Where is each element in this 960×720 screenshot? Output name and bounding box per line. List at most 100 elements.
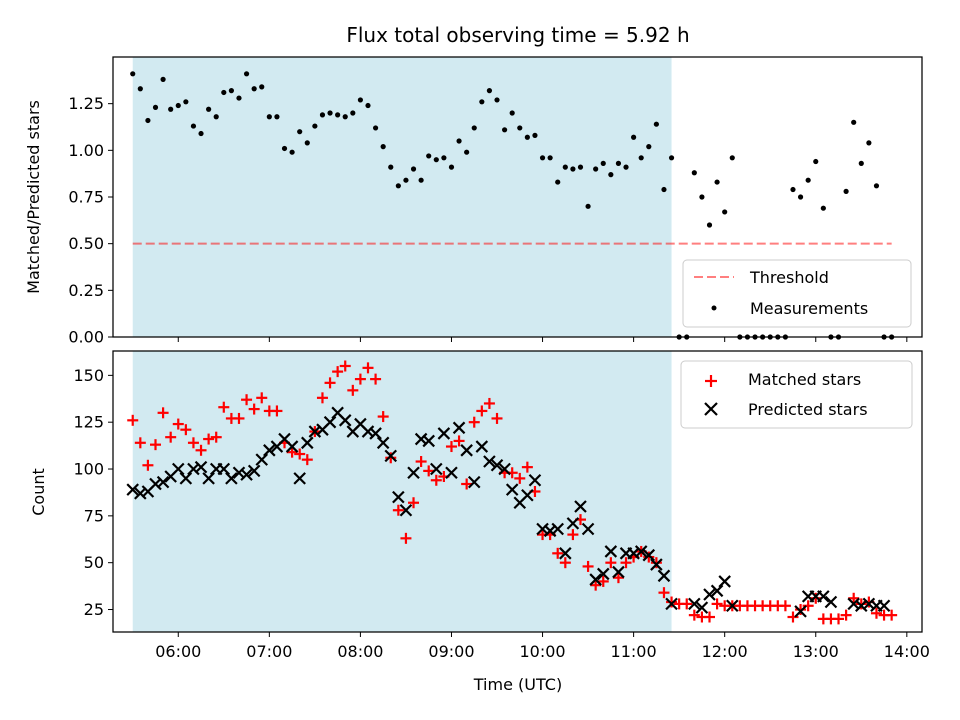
matched-star-marker (301, 454, 313, 466)
measurement-point (615, 160, 622, 166)
marker-stroke (422, 434, 435, 448)
marker-stroke (232, 466, 246, 480)
measurement-point (570, 166, 576, 172)
x-tick-label: 13:00 (793, 642, 839, 661)
predicted-star-marker (574, 500, 587, 513)
measurement-point (866, 140, 872, 146)
matched-star-marker (461, 478, 473, 490)
y-tick-label: 0.00 (68, 328, 104, 347)
top-y-axis-label: Matched/Predicted stars (24, 100, 43, 294)
marker-stroke (452, 421, 466, 435)
marker-stroke (467, 475, 481, 489)
measurement-point (501, 127, 508, 133)
top-observing-span (132, 57, 672, 337)
x-tick-label: 06:00 (155, 642, 201, 661)
measurement-point (418, 177, 424, 183)
matched-star-marker (142, 459, 154, 471)
measurement-point (213, 114, 219, 120)
predicted-star-marker (536, 522, 549, 536)
measurement-point (555, 179, 561, 185)
predicted-star-marker (437, 427, 451, 440)
predicted-star-marker (634, 545, 648, 558)
predicted-star-marker (521, 488, 534, 502)
matched-star-marker (347, 384, 359, 396)
matched-star-marker (688, 609, 700, 621)
matched-star-marker (711, 598, 723, 610)
measurement-point (653, 121, 659, 127)
matched-stars-points (127, 360, 898, 625)
predicted-star-marker (422, 434, 435, 448)
x-tick-label: 14:00 (884, 642, 930, 661)
matched-star-marker (149, 439, 161, 451)
marker-stroke (361, 425, 375, 438)
predicted-star-marker (604, 545, 618, 558)
matched-star-marker (590, 579, 602, 591)
marker-stroke (642, 548, 656, 562)
matched-star-marker (855, 598, 867, 610)
predicted-star-marker (718, 575, 731, 588)
measurement-point (532, 132, 538, 138)
predicted-star-marker (263, 444, 276, 457)
predicted-star-marker (225, 472, 238, 485)
predicted-star-marker (581, 522, 595, 536)
measurement-point (623, 164, 629, 170)
predicted-star-marker (855, 599, 868, 613)
measurement-point (699, 194, 705, 200)
measurement-point (691, 170, 697, 176)
marker-stroke (156, 475, 170, 489)
matched-star-marker (870, 607, 882, 619)
bottom-observing-span (132, 351, 672, 632)
marker-stroke (718, 575, 731, 588)
legend-predicted-label: Predicted stars (748, 400, 868, 419)
predicted-star-marker (627, 547, 640, 560)
measurement-point (137, 86, 143, 92)
predicted-star-marker (528, 473, 542, 487)
matched-star-marker (180, 424, 192, 436)
marker-stroke (354, 417, 367, 431)
predicted-star-marker (642, 548, 656, 562)
marker-stroke (430, 462, 443, 476)
measurement-point (380, 144, 386, 150)
predicted-star-marker (862, 597, 876, 611)
marker-stroke (490, 458, 504, 472)
predicted-stars-points (126, 406, 891, 618)
predicted-star-marker (445, 466, 458, 480)
measurement-point (243, 71, 250, 77)
y-tick-label: 0.50 (68, 234, 104, 253)
bottom-plot-frame (112, 350, 923, 633)
predicted-star-marker (498, 462, 511, 476)
marker-stroke (126, 483, 140, 496)
measurement-point (638, 155, 644, 161)
marker-stroke (301, 436, 314, 450)
x-axis-label: Time (UTC) (473, 675, 562, 694)
matched-star-marker (362, 362, 374, 374)
measurement-point (304, 140, 310, 146)
predicted-star-marker (149, 477, 162, 491)
measurement-point (729, 155, 735, 161)
predicted-star-marker (156, 475, 170, 489)
predicted-star-marker (179, 472, 193, 485)
measurement-point (281, 145, 288, 152)
measurement-point (274, 114, 280, 120)
marker-stroke (407, 466, 420, 480)
y-tick-label: 125 (73, 413, 104, 432)
marker-stroke (566, 517, 580, 530)
marker-stroke (483, 455, 496, 468)
matched-star-marker (172, 418, 184, 430)
measurement-point (517, 125, 523, 131)
marker-stroke (308, 425, 322, 438)
marker-stroke (612, 565, 625, 579)
predicted-star-marker (407, 466, 420, 480)
matched-star-marker (233, 412, 245, 424)
matched-star-marker (165, 431, 177, 443)
predicted-star-marker (255, 453, 269, 466)
marker-stroke (725, 599, 739, 613)
measurement-point (797, 194, 804, 200)
predicted-star-marker (361, 425, 375, 438)
matched-star-marker (514, 472, 526, 484)
measurement-point (873, 183, 880, 189)
predicted-star-marker (369, 427, 382, 440)
marker-stroke (574, 500, 587, 513)
legend-measurement-label: Measurements (750, 299, 868, 318)
measurement-point (456, 138, 462, 144)
